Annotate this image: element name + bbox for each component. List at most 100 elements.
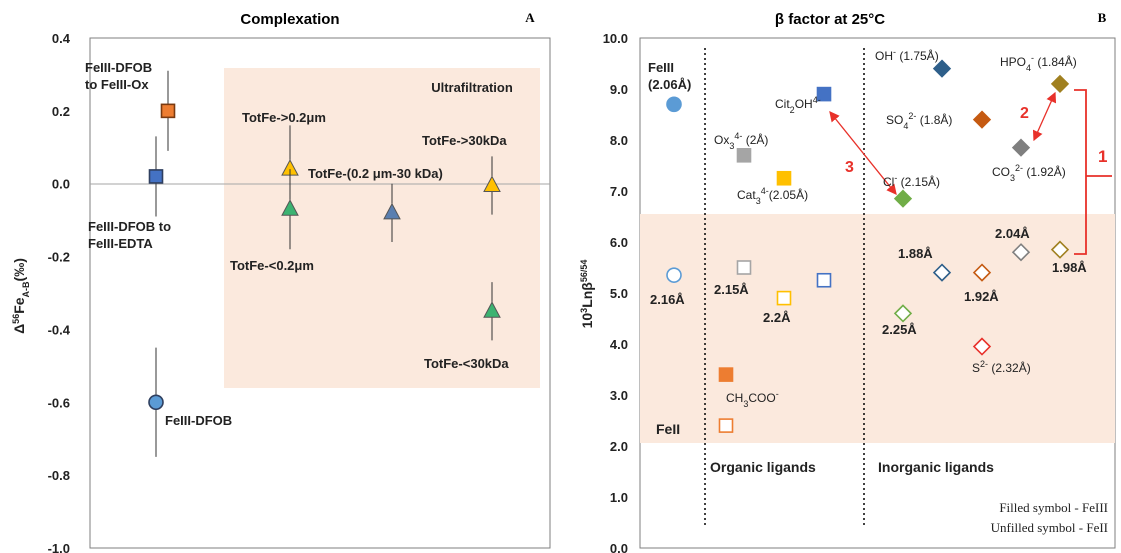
panel-a-y-tick-label: -1.0	[48, 541, 70, 553]
label-oh-filled: OH- (1.75Å)	[875, 47, 939, 63]
panel-b-points	[666, 59, 1070, 433]
arrow-2	[1032, 91, 1057, 142]
panel-a-point	[148, 169, 164, 184]
panel-a-point	[383, 202, 401, 220]
panel-b-point-ox-filled	[736, 148, 752, 163]
organic-ligands-label: Organic ligands	[710, 459, 816, 475]
label-ox-unfilled: 2.15Å	[714, 282, 749, 297]
panel-a-y-tick-label: -0.6	[48, 395, 70, 410]
panel-a-y-tick-label: -0.4	[48, 322, 71, 337]
legend-unfilled: Unfilled symbol - FeII	[991, 520, 1108, 535]
panel-b-point-oh-unfilled	[932, 263, 952, 282]
label-ox-filled: Ox34- (2Å)	[714, 131, 768, 151]
label-feiii-dist: (2.06Å)	[648, 77, 691, 92]
label-feiii: FeIII	[648, 60, 674, 75]
arrow-3	[829, 110, 897, 196]
ultrafiltration-label: Ultrafiltration	[431, 80, 513, 95]
label-feii-dist: 2.16Å	[650, 292, 685, 307]
label-gt-02um: TotFe->0.2μm	[242, 110, 326, 125]
panel-b-point-ch3coo-filled	[718, 367, 734, 382]
label-so4-filled: SO42- (1.8Å)	[886, 111, 952, 131]
panel-b-point-cat-unfilled	[776, 290, 792, 306]
panel-b-y-tick-label: 0.0	[610, 541, 628, 553]
panel-b-y-tick-label: 8.0	[610, 133, 628, 148]
panel-b-point-so4-unfilled	[972, 263, 992, 282]
label-dfob-to-ox-2: to FeIII-Ox	[85, 77, 149, 92]
panel-b-y-tick-label: 9.0	[610, 82, 628, 97]
panel-b-point-cit-filled	[816, 86, 832, 102]
panel-b-point-feii-unfilled	[666, 267, 682, 283]
label-cit-filled: Cit2OH4-	[775, 95, 821, 115]
panel-b-y-axis-label: 103Lnβ56/54	[579, 260, 595, 329]
panel-b-point-cl-unfilled	[893, 304, 913, 323]
label-ch3coo: CH3COO-	[726, 389, 779, 409]
panel-b-y-ticks: 10.0 9.0 8.0 7.0 6.0 5.0 4.0 3.0 2.0 1.0 0.0	[603, 31, 628, 553]
panel-a-y-tick-label: 0.2	[52, 104, 70, 119]
label-dfob-to-edta-2: FeIII-EDTA	[88, 236, 153, 251]
panel-b-y-tick-label: 5.0	[610, 286, 628, 301]
label-co3-filled: CO32- (1.92Å)	[992, 163, 1066, 183]
panel-b-point-co3-filled	[1011, 138, 1031, 157]
panel-b-letter: B	[1098, 10, 1107, 25]
panel-a-point	[483, 175, 501, 193]
arrow-label-2: 2	[1020, 105, 1029, 122]
label-co3-unfilled: 2.04Å	[995, 226, 1030, 241]
panel-a-point	[483, 301, 501, 318]
panel-b-point-feiii-filled	[666, 96, 682, 113]
panel-b-point-hpo4-unfilled	[1050, 240, 1070, 259]
label-oh-unfilled: 1.88Å	[898, 246, 933, 261]
panel-b-point-cl-filled	[893, 189, 913, 208]
panel-b: β factor at 25°C B 10.09.08.07.06.05.04.…	[579, 10, 1116, 553]
label-so4-unfilled: 1.92Å	[964, 289, 999, 304]
feii-region-label: FeII	[656, 421, 680, 437]
panel-a-point	[281, 199, 299, 216]
panel-b-point-so4-filled	[972, 110, 992, 129]
panel-b-y-tick-label: 4.0	[610, 337, 628, 352]
panel-b-point-ox-unfilled	[736, 260, 752, 275]
panel-a-y-tick-label: 0.0	[52, 177, 70, 192]
label-mid-fraction: TotFe-(0.2 μm-30 kDa)	[308, 166, 443, 181]
bracket-1	[1074, 89, 1112, 255]
feii-region	[640, 214, 1115, 443]
arrow-label-1: 1	[1098, 147, 1107, 166]
label-cat-filled: Cat34-(2.05Å)	[737, 186, 808, 206]
panel-b-y-tick-label: 7.0	[610, 184, 628, 199]
panel-a: Complexation A Ultrafiltration 0.4 0.2 0.0…	[11, 10, 551, 553]
panel-a-point	[160, 103, 176, 119]
panel-a-point	[148, 394, 164, 411]
label-dfob: FeIII-DFOB	[165, 413, 232, 428]
panel-b-y-tick-label: 3.0	[610, 388, 628, 403]
panel-b-y-tick-label: 10.0	[603, 31, 628, 46]
panel-b-y-tick-label: 2.0	[610, 439, 628, 454]
label-dfob-to-ox-1: FeIII-DFOB	[85, 60, 152, 75]
label-lt-02um: TotFe-<0.2μm	[230, 258, 314, 273]
label-hpo4-unfilled: 1.98Å	[1052, 260, 1087, 275]
panel-a-y-tick-label: -0.8	[48, 468, 70, 483]
panel-b-point-co3-unfilled	[1011, 243, 1031, 262]
panel-b-point-oh-filled	[932, 59, 952, 78]
label-lt-30kda: TotFe-<30kDa	[424, 356, 509, 371]
panel-b-point-hpo4-filled	[1050, 74, 1070, 94]
panel-b-y-tick-label: 6.0	[610, 235, 628, 250]
panel-a-letter: A	[525, 10, 535, 25]
panel-a-y-ticks: 0.4 0.2 0.0 -0.2 -0.4 -0.6 -0.8 -1.0	[48, 31, 71, 553]
panel-b-point-s-unfilled	[972, 337, 992, 356]
panel-b-title: β factor at 25°C	[775, 11, 885, 28]
ultrafiltration-region	[224, 68, 540, 388]
panel-a-points	[148, 70, 501, 457]
arrow-label-3: 3	[845, 159, 854, 176]
panel-a-title: Complexation	[240, 11, 339, 28]
panel-b-point-ch3coo-unfilled	[718, 418, 734, 433]
label-cl-unfilled: 2.25Å	[882, 322, 917, 337]
panel-a-y-tick-label: -0.2	[48, 250, 70, 265]
panel-b-y-tick-label: 1.0	[610, 490, 628, 505]
panel-a-y-axis-label: Δ56FeA-B(‰)	[11, 258, 31, 334]
panel-a-y-tick-label: 0.4	[52, 31, 71, 46]
legend-filled: Filled symbol - FeIII	[999, 500, 1108, 515]
panel-b-point-cat-filled	[776, 170, 792, 186]
label-dfob-to-edta-1: FeIII-DFOB to	[88, 219, 171, 234]
label-cl-filled: Cl- (2.15Å)	[883, 173, 940, 189]
label-cat-unfilled: 2.2Å	[763, 310, 791, 325]
label-hpo4-filled: HPO4- (1.84Å)	[1000, 53, 1077, 73]
